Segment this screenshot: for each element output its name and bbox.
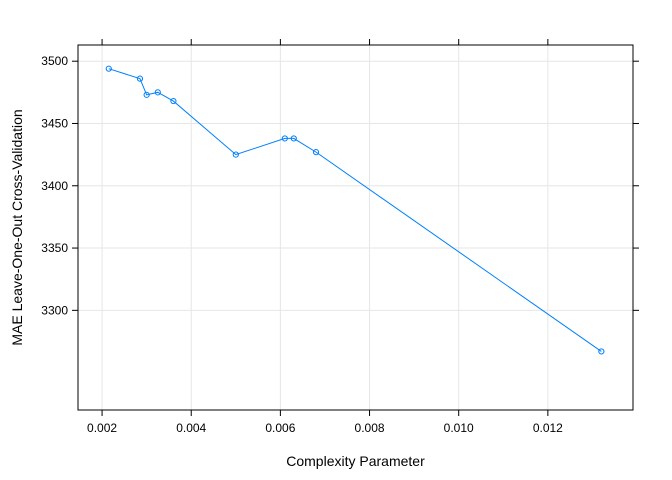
y-tick-label: 3450 [41, 116, 68, 130]
data-point [281, 135, 288, 142]
y-tick-label: 3400 [41, 179, 68, 193]
data-point [154, 89, 161, 96]
y-tick-label: 3500 [41, 54, 68, 68]
series-line [108, 68, 602, 352]
data-point [170, 97, 177, 105]
plot-frame [77, 44, 634, 411]
axis-ticks [72, 39, 639, 416]
grid [78, 45, 633, 410]
data-point [312, 149, 320, 156]
x-tick-label: 0.012 [533, 421, 563, 435]
x-tick-label: 0.006 [265, 421, 295, 435]
data-point [143, 91, 150, 98]
x-axis-title: Complexity Parameter [286, 453, 425, 469]
x-tick-label: 0.004 [176, 421, 206, 435]
x-tick-label: 0.008 [355, 421, 385, 435]
data-point [136, 75, 144, 82]
data-point [232, 151, 239, 158]
x-tick-label: 0.010 [444, 421, 474, 435]
data-point [598, 348, 605, 355]
series-layer [105, 65, 605, 355]
x-tick-label: 0.002 [87, 421, 117, 435]
y-axis-title: MAE Leave-One-Out Cross-Validation [9, 109, 25, 345]
y-tick-label: 3300 [41, 303, 68, 317]
y-tick-label: 3350 [41, 241, 68, 255]
tick-labels: 0.002 0.004 0.006 0.008 0.010 0.012 3300 3350 34… [41, 54, 563, 435]
data-point [105, 65, 112, 72]
data-point [290, 135, 297, 142]
